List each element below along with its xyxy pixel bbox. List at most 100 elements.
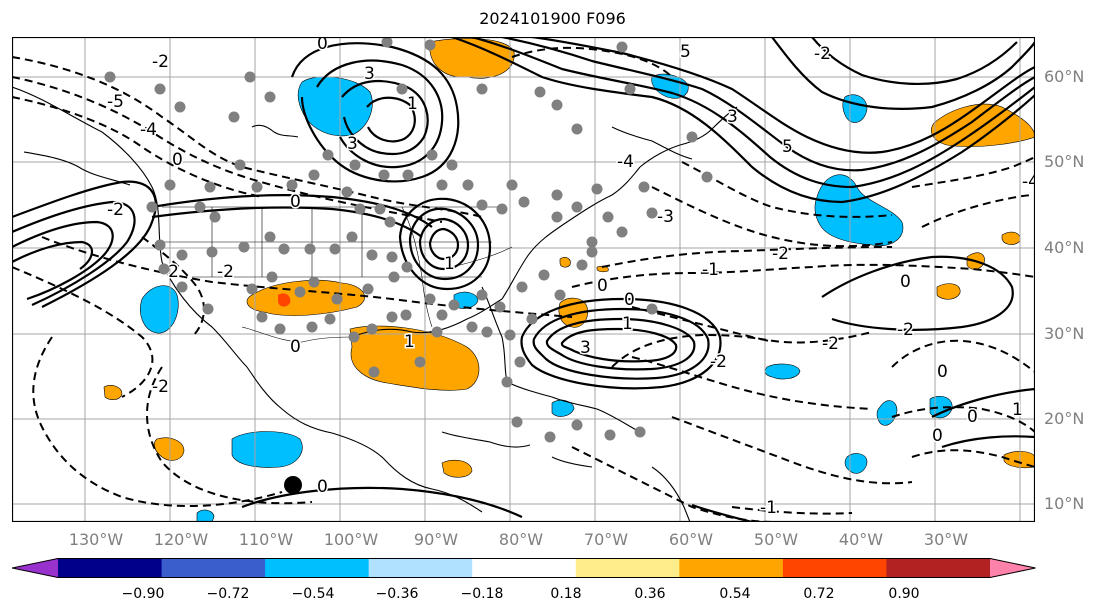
- shade-patch: [1001, 231, 1021, 245]
- contour-label: 0: [290, 192, 301, 212]
- lon-label: 130°W: [68, 530, 124, 549]
- contour-label: -2: [152, 52, 169, 72]
- colorbar-outline: [12, 558, 1036, 578]
- contour-label-layer: -2 -5 -4 3 3 1 0 0 0 -2 -2 0 -2 1 1 3 1 …: [106, 37, 1036, 520]
- contour-label: -2: [217, 262, 234, 282]
- colorbar-tick-label: −0.72: [206, 586, 250, 602]
- contour-label: 1: [444, 254, 455, 274]
- colorbar-segment: [990, 558, 1036, 578]
- contour-label: 1: [1012, 400, 1023, 420]
- colorbar-segment: [12, 558, 58, 578]
- colorbar-segment: [472, 558, 577, 578]
- shade-patch: [278, 293, 291, 307]
- shade-patch: [936, 283, 961, 300]
- contour-label: -2: [772, 244, 789, 264]
- lon-label: 70°W: [583, 530, 629, 549]
- shade-patch: [140, 285, 179, 334]
- shade-patch: [246, 280, 365, 316]
- colorbar: [12, 558, 1036, 578]
- contour-label: 1: [404, 332, 415, 352]
- contour-label: -2: [822, 334, 839, 354]
- contour-label: -1: [760, 498, 777, 518]
- shade-patch: [842, 94, 868, 123]
- lat-label: 60°N: [1044, 67, 1085, 86]
- tc-center-marker: [284, 476, 302, 494]
- shade-patch: [814, 174, 904, 247]
- colorbar-tick-label: −0.18: [460, 586, 504, 602]
- shade-patch: [441, 459, 473, 478]
- colorbar-tick-label: 0.90: [888, 586, 920, 602]
- colorbar-tick-label: 0.72: [803, 586, 835, 602]
- contour-label: 1: [622, 314, 633, 334]
- contour-label: -4: [140, 120, 157, 140]
- colorbar-segment: [265, 558, 370, 578]
- colorbar-tick-label: −0.54: [291, 586, 335, 602]
- lat-label: 40°N: [1044, 238, 1085, 257]
- contour-label: -5: [107, 92, 124, 112]
- contour-label: -2: [897, 320, 914, 340]
- shade-patch: [876, 400, 898, 426]
- contour-label: 3: [347, 134, 358, 154]
- contour-label: 5: [680, 42, 691, 62]
- contour-label: 0: [937, 362, 948, 382]
- map-title: 2024101900 F096: [479, 9, 626, 28]
- contour-label: -3: [657, 207, 674, 227]
- lon-label: 40°W: [838, 530, 884, 549]
- shade-patch: [764, 363, 801, 380]
- lat-label: 10°N: [1044, 494, 1085, 513]
- red-shading: [278, 293, 291, 307]
- contour-label: 0: [900, 272, 911, 292]
- shade-patch: [559, 257, 571, 268]
- contour-label: 3: [727, 107, 738, 127]
- colorbar-tick-label: 0.36: [634, 586, 666, 602]
- colorbar-tick-label: −0.36: [375, 586, 419, 602]
- contour-label: -1: [702, 260, 719, 280]
- contour-label: -2: [107, 200, 124, 220]
- contour-label: 0: [967, 407, 978, 427]
- colorbar-tick-label: −0.90: [121, 586, 165, 602]
- colorbar-segment: [782, 558, 887, 578]
- shade-patch: [103, 385, 123, 400]
- lon-label: 30°W: [923, 530, 969, 549]
- contour-label: 0: [597, 276, 608, 296]
- lat-label: 50°N: [1044, 152, 1085, 171]
- shade-patch: [844, 453, 868, 474]
- contour-label: 3: [364, 64, 375, 84]
- lon-label: 80°W: [498, 530, 544, 549]
- colorbar-segment: [161, 558, 266, 578]
- lon-label: 100°W: [323, 530, 379, 549]
- station-markers: [104, 37, 713, 443]
- contour-label: 3: [580, 338, 591, 358]
- contour-label: -2: [710, 352, 727, 372]
- colorbar-tick-label: 0.18: [550, 586, 582, 602]
- shade-patch: [651, 73, 689, 99]
- colorbar-segment: [679, 558, 784, 578]
- shade-patch: [349, 325, 480, 391]
- contour-label: 0: [317, 37, 328, 54]
- colorbar-segment: [368, 558, 473, 578]
- contour-label: -2: [152, 377, 169, 397]
- colorbar-segment: [886, 558, 991, 578]
- lon-label: 50°W: [753, 530, 799, 549]
- lon-label: 110°W: [238, 530, 294, 549]
- contour-label: 0: [624, 290, 635, 310]
- lat-label: 30°N: [1044, 324, 1085, 343]
- colorbar-segment: [575, 558, 680, 578]
- contour-label: 0: [290, 337, 301, 357]
- contour-label: 0: [317, 477, 328, 497]
- contour-label: 5: [782, 137, 793, 157]
- colorbar-segment: [58, 558, 163, 578]
- shade-patch: [231, 431, 303, 468]
- contour-label: 1: [407, 94, 418, 114]
- blue-shading: [140, 73, 953, 522]
- contour-label: -4: [1022, 172, 1035, 192]
- lon-label: 120°W: [153, 530, 209, 549]
- contour-label: -2: [814, 44, 831, 64]
- colorbar-tick-label: 0.54: [719, 586, 751, 602]
- lon-label: 90°W: [413, 530, 459, 549]
- map-panel: -2 -5 -4 3 3 1 0 0 0 -2 -2 0 -2 1 1 3 1 …: [12, 37, 1035, 522]
- lat-label: 20°N: [1044, 409, 1085, 428]
- lon-label: 60°W: [668, 530, 714, 549]
- shade-patch: [196, 509, 215, 522]
- contour-label: 0: [172, 150, 183, 170]
